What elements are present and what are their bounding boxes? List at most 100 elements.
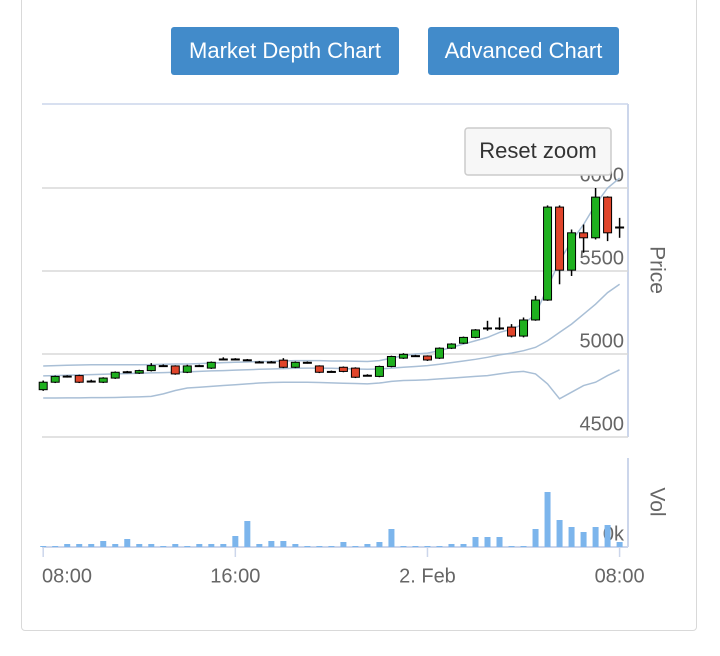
volume-bar <box>268 541 275 547</box>
volume-bar <box>544 492 551 547</box>
candle-body <box>579 232 589 239</box>
y-tick-label: 4500 <box>580 413 625 435</box>
volume-bar <box>568 527 575 547</box>
volume-axis-title: Vol <box>645 487 668 516</box>
candle-body <box>483 327 493 330</box>
volume-bar <box>376 542 383 547</box>
x-tick-label: 08:00 <box>595 565 645 587</box>
volume-bar <box>304 546 311 547</box>
advanced-chart-button[interactable]: Advanced Chart <box>428 27 619 75</box>
volume-bar <box>160 546 167 547</box>
volume-bar <box>400 546 407 547</box>
candle-body <box>350 367 360 378</box>
candle-body <box>170 365 180 375</box>
price-axis-title: Price <box>645 246 668 294</box>
chart-card <box>21 0 697 631</box>
volume-bar <box>124 539 131 547</box>
volume-bar <box>112 544 119 547</box>
volume-bar <box>520 546 527 547</box>
volume-bar <box>388 529 395 547</box>
candle-body <box>194 365 204 368</box>
candle-body <box>266 361 276 364</box>
volume-bar <box>484 537 491 547</box>
candle-body <box>182 365 192 373</box>
volume-bar <box>424 546 431 547</box>
volume-bar <box>88 544 95 547</box>
x-tick-label: 08:00 <box>42 565 92 587</box>
candle-body <box>591 196 601 239</box>
candle-body <box>290 361 300 368</box>
candle-body <box>434 347 444 359</box>
market-depth-button[interactable]: Market Depth Chart <box>171 27 399 75</box>
volume-bar <box>232 536 239 547</box>
candle-body <box>50 375 60 383</box>
volume-bar <box>184 546 191 547</box>
volume-bar <box>592 527 599 547</box>
volume-bar <box>328 546 335 547</box>
volume-bar <box>364 544 371 547</box>
volume-bar <box>508 546 515 547</box>
candle-body <box>278 359 288 368</box>
candle-body <box>326 370 336 373</box>
volume-bar <box>472 537 479 547</box>
candle-body <box>314 365 324 373</box>
candle-body <box>603 196 613 234</box>
candle-body <box>62 375 72 378</box>
volume-bar <box>580 532 587 547</box>
volume-bar <box>208 544 215 547</box>
volume-bar <box>148 544 155 547</box>
volume-bar <box>172 544 179 547</box>
candle-body <box>555 206 565 271</box>
volume-bar <box>256 544 263 547</box>
candle-body <box>86 380 96 383</box>
candle-body <box>230 358 240 361</box>
volume-bar <box>532 529 539 547</box>
y-tick-label: 5000 <box>580 330 625 352</box>
volume-bar <box>196 544 203 547</box>
candle-body <box>543 206 553 301</box>
candle-body <box>422 355 432 361</box>
band-line <box>43 177 621 367</box>
volume-bar <box>136 544 143 547</box>
volume-bar <box>100 541 107 547</box>
reset-zoom-button[interactable] <box>464 127 612 176</box>
volume-bar <box>352 546 359 547</box>
candle-body <box>446 343 456 349</box>
volume-bar <box>220 544 227 547</box>
reset-zoom-label[interactable]: Reset zoom <box>479 138 596 163</box>
candle-body <box>38 381 48 391</box>
candle-body <box>458 336 468 344</box>
volume-bar <box>496 537 503 547</box>
candle-body <box>398 353 408 359</box>
volume-bar <box>292 544 299 547</box>
candle-body <box>218 358 228 361</box>
candle-body <box>74 375 84 383</box>
volume-bar <box>604 525 611 547</box>
volume-bar <box>64 544 71 547</box>
candle-body <box>362 374 372 377</box>
candle-body <box>495 327 505 330</box>
volume-bar <box>340 542 347 547</box>
candle-body <box>110 371 120 379</box>
volume-bar <box>412 546 419 547</box>
volume-bar <box>616 542 623 547</box>
candle-body <box>146 365 156 372</box>
volume-bar <box>40 546 47 547</box>
y-tick-label: 5500 <box>580 247 625 269</box>
candle-body <box>567 232 577 271</box>
candle-body <box>615 226 625 229</box>
candle-body <box>254 361 264 364</box>
candle-body <box>410 355 420 358</box>
x-tick-label: 2. Feb <box>399 565 456 587</box>
band-line <box>43 369 620 400</box>
candle-body <box>531 299 541 321</box>
volume-bar <box>280 541 287 547</box>
candle-body <box>338 366 348 372</box>
candle-body <box>158 365 168 368</box>
candle-body <box>386 355 396 367</box>
volume-bar <box>52 546 59 547</box>
candle-body <box>470 329 480 338</box>
volume-bar <box>244 521 251 547</box>
volume-bar <box>436 546 443 547</box>
